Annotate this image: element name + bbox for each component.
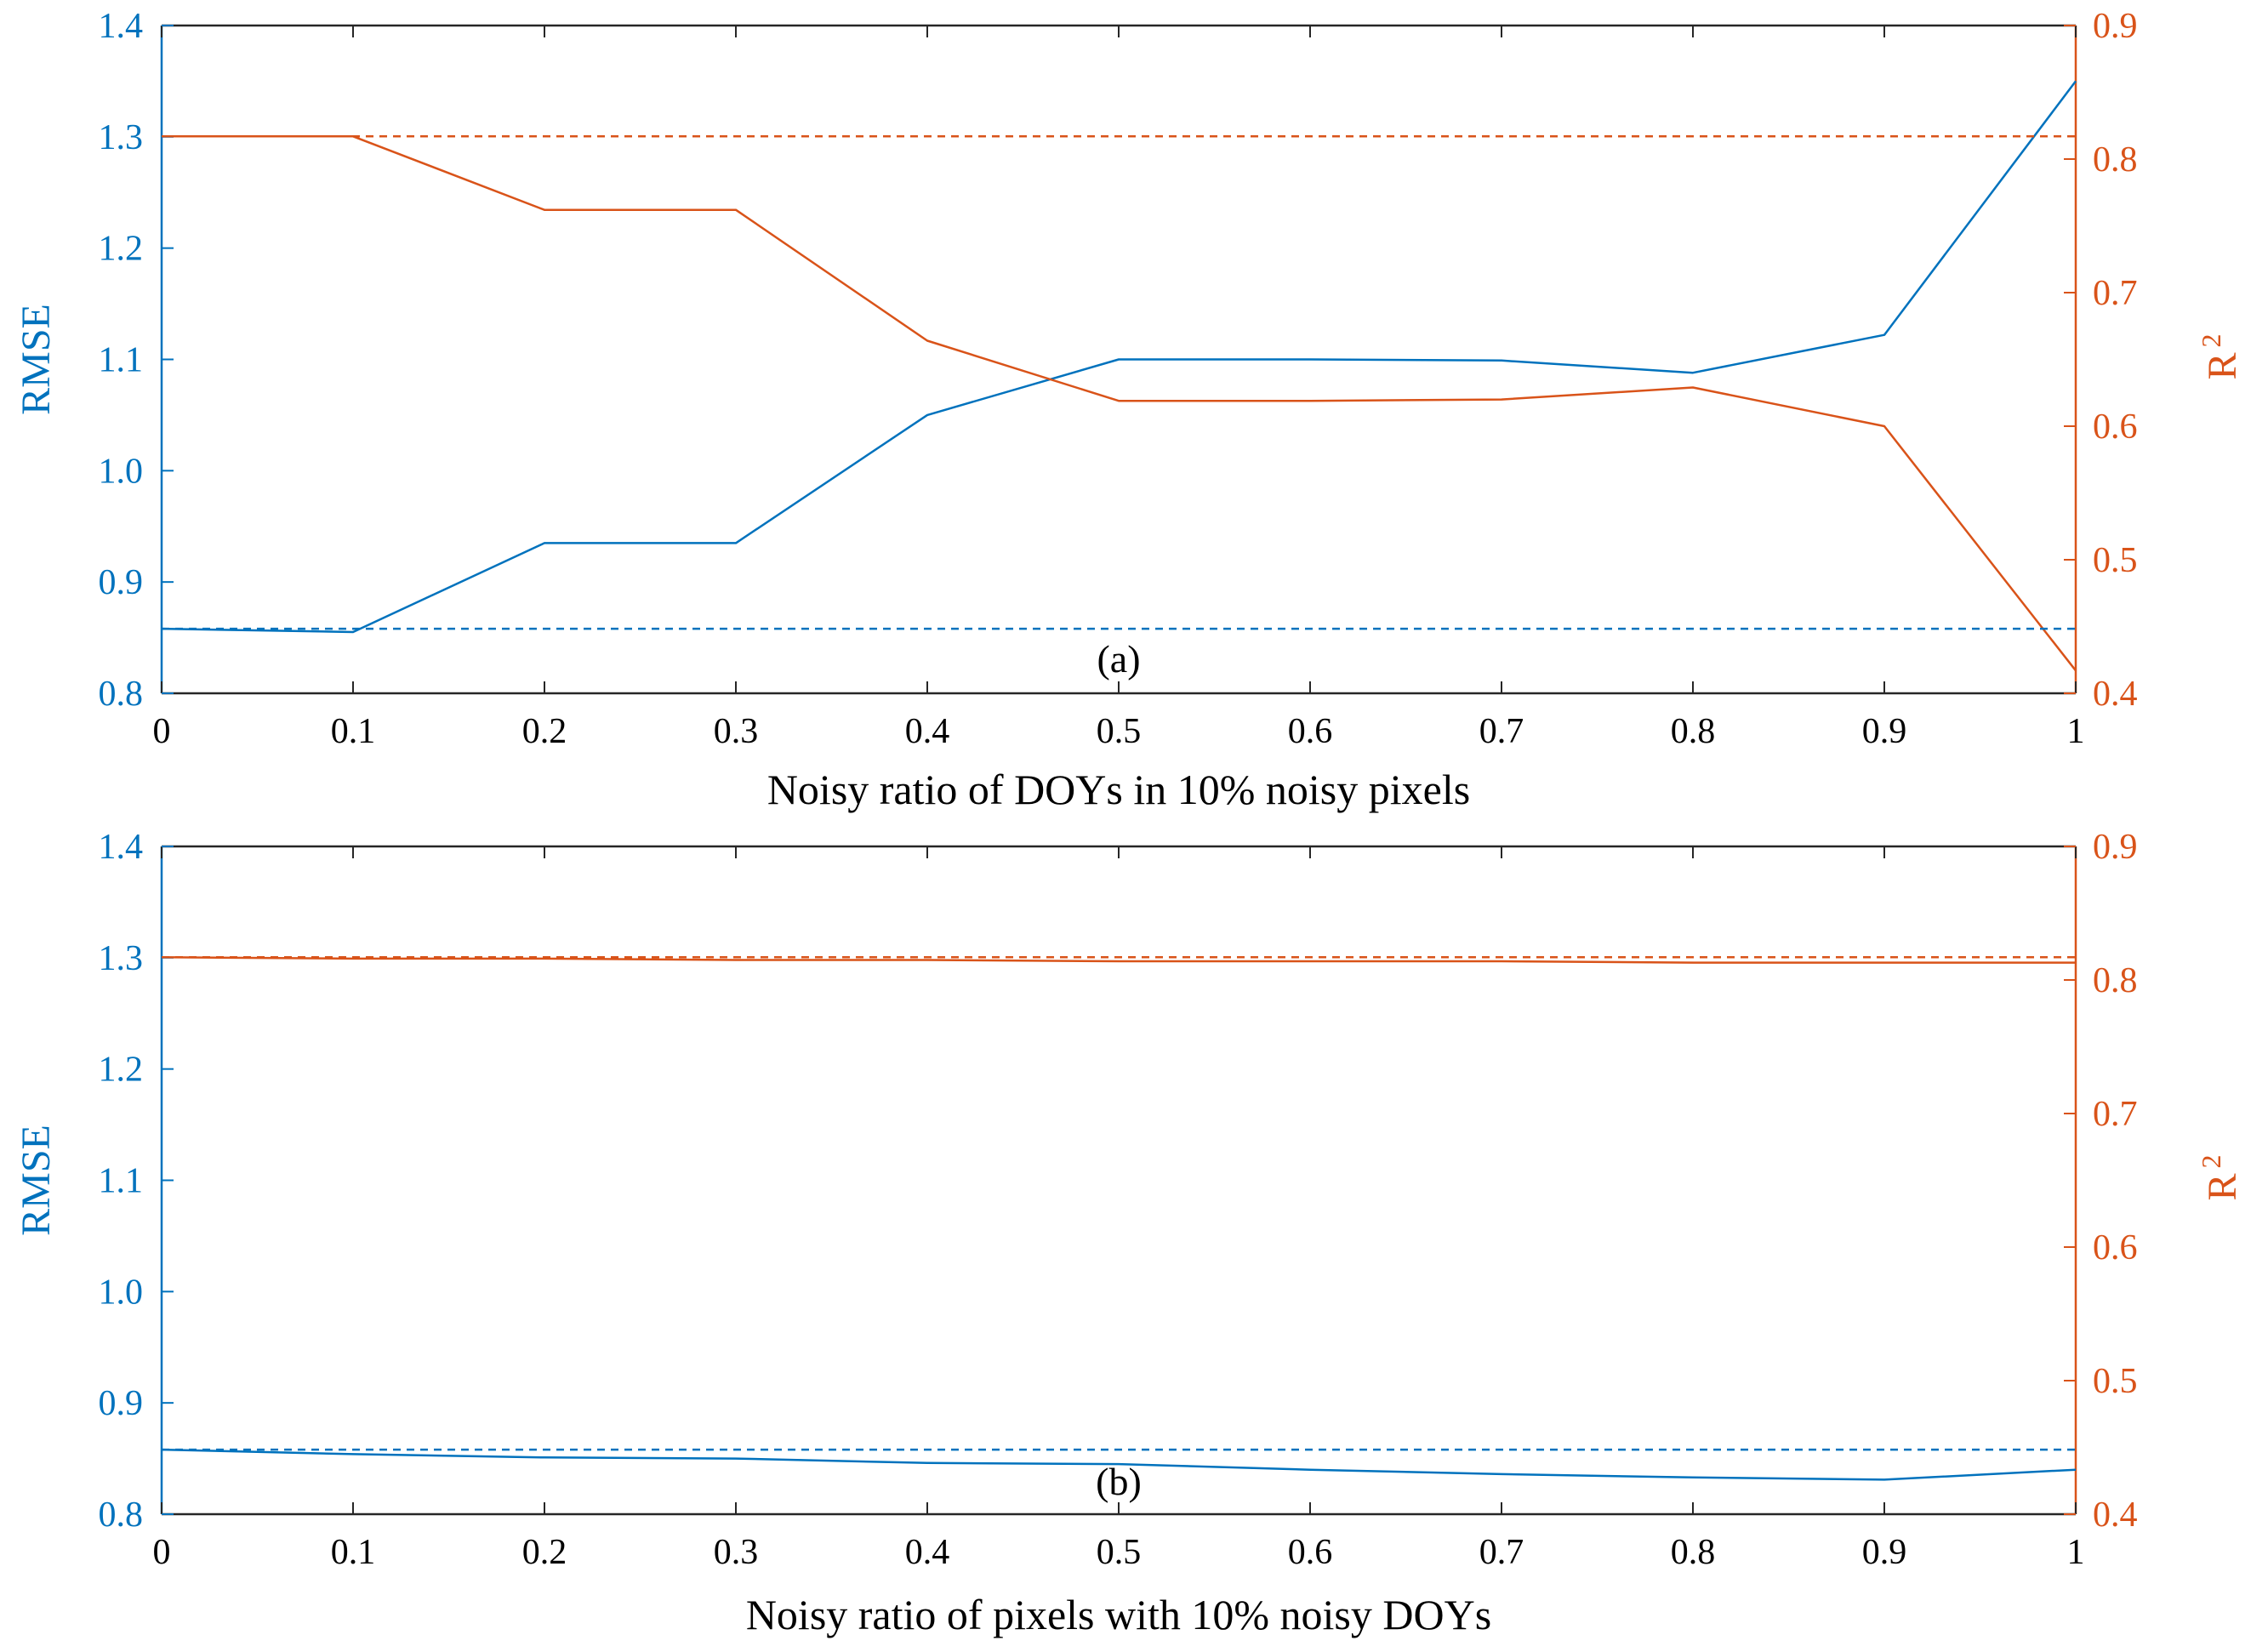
panel-b-x-axis-title: Noisy ratio of pixels with 10% noisy DOY… xyxy=(746,1591,1491,1638)
panel-b-x-tick-label: 0.7 xyxy=(1479,1533,1524,1572)
panel-a-right-y-tick-label: 0.7 xyxy=(2093,274,2138,313)
panel-b-right-y-tick-label: 0.4 xyxy=(2093,1495,2138,1535)
panel-b-right-y-tick-label: 0.6 xyxy=(2093,1228,2138,1267)
panel-b-right-y-tick-label: 0.8 xyxy=(2093,961,2138,1000)
panel-b-left-y-tick-label: 0.9 xyxy=(99,1384,144,1423)
panel-a-left-y-tick-label: 1.4 xyxy=(99,7,144,46)
panel-a-x-tick-label: 0.9 xyxy=(1862,712,1907,751)
panel-a-x-tick-label: 0.4 xyxy=(905,712,950,751)
panel-b-x-tick-label: 1 xyxy=(2067,1533,2085,1572)
panel-a-left-y-tick-label: 1.1 xyxy=(99,341,144,380)
panel-b-x-tick-label: 0 xyxy=(153,1533,171,1572)
panel-b-x-tick-label: 0.9 xyxy=(1862,1533,1907,1572)
panel-a-label: (a) xyxy=(1097,637,1140,681)
panel-a-right-y-tick-label: 0.9 xyxy=(2093,7,2138,46)
panel-a-right-y-title: R xyxy=(2200,352,2245,379)
panel-a-x-tick-label: 0 xyxy=(153,712,171,751)
panel-b-series-r2 xyxy=(161,956,2076,964)
panel-b-left-y-tick-label: 1.4 xyxy=(99,828,144,867)
panel-a-left-y-tick-label: 1.0 xyxy=(99,452,144,491)
panel-a-right-y-tick-label: 0.4 xyxy=(2093,675,2138,714)
panel-a-right-y-tick-label: 0.5 xyxy=(2093,541,2138,580)
panel-b-label: (b) xyxy=(1096,1460,1142,1503)
panel-a-left-y-tick-label: 0.8 xyxy=(99,675,144,714)
panel-a-x-tick-label: 0.1 xyxy=(331,712,376,751)
panel-b-x-tick-label: 0.5 xyxy=(1097,1533,1142,1572)
panel-b-right-y-tick-label: 0.7 xyxy=(2093,1095,2138,1134)
panel-a-x-tick-label: 1 xyxy=(2067,712,2085,751)
panel-a-series-rmse xyxy=(161,80,2077,634)
panel-b-right-y-tick-label: 0.9 xyxy=(2093,828,2138,867)
panel-a-x-tick-label: 0.7 xyxy=(1479,712,1524,751)
panel-a-x-axis-title: Noisy ratio of DOYs in 10% noisy pixels xyxy=(767,766,1470,813)
panel-a-x-tick-label: 0.8 xyxy=(1671,712,1716,751)
panel-b-x-tick-label: 0.1 xyxy=(331,1533,376,1572)
panel-b-x-tick-label: 0.2 xyxy=(522,1533,567,1572)
panel-b-series-rmse xyxy=(161,1448,2077,1481)
panel-a-x-tick-label: 0.2 xyxy=(522,712,567,751)
panel-a-x-tick-label: 0.5 xyxy=(1097,712,1142,751)
panel-a-left-y-tick-label: 1.2 xyxy=(99,230,144,269)
panel-a-right-y-title-superscript: 2 xyxy=(2196,334,2226,348)
panel-a-left-y-title: RMSE xyxy=(14,304,59,415)
panel-b-left-y-tick-label: 1.3 xyxy=(99,939,144,978)
panel-a-left-y-tick-label: 0.9 xyxy=(99,563,144,602)
panel-a-left-y-tick-label: 1.3 xyxy=(99,118,144,157)
panel-b-x-tick-label: 0.6 xyxy=(1288,1533,1333,1572)
panel-a-series-r2 xyxy=(162,135,2077,672)
panel-b-x-tick-label: 0.4 xyxy=(905,1533,950,1572)
panel-b-left-y-tick-label: 0.8 xyxy=(99,1495,144,1535)
panel-a-x-tick-label: 0.6 xyxy=(1288,712,1333,751)
panel-b-x-tick-label: 0.3 xyxy=(714,1533,759,1572)
panel-b-right-y-title: R xyxy=(2200,1173,2245,1200)
panel-b-x-tick-label: 0.8 xyxy=(1671,1533,1716,1572)
panel-b-left-y-tick-label: 1.0 xyxy=(99,1273,144,1312)
panel-a-x-tick-label: 0.3 xyxy=(714,712,759,751)
panel-a-right-y-tick-label: 0.6 xyxy=(2093,407,2138,447)
panel-b-left-y-tick-label: 1.1 xyxy=(99,1162,144,1201)
panel-a-right-y-tick-label: 0.8 xyxy=(2093,140,2138,179)
panel-b-right-y-title-superscript: 2 xyxy=(2196,1155,2226,1169)
panel-b-left-y-tick-label: 1.2 xyxy=(99,1051,144,1090)
panel-b-left-y-title: RMSE xyxy=(14,1125,59,1236)
panel-b-right-y-tick-label: 0.5 xyxy=(2093,1362,2138,1401)
